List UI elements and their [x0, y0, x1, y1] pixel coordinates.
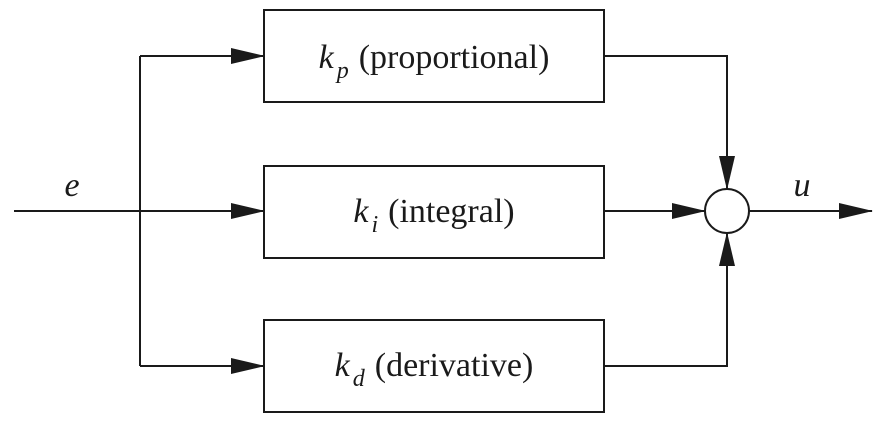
- gain-subscript: i: [371, 212, 378, 238]
- output-signal-label: u: [794, 167, 811, 204]
- gain-subscript: p: [335, 58, 349, 84]
- block-proportional-label: k p (proportional): [319, 39, 550, 84]
- gain-subscript: d: [353, 366, 366, 392]
- block-derivative-label: k d (derivative): [335, 347, 534, 392]
- gain-symbol: k: [353, 193, 369, 230]
- path-derivative-to-sum: [604, 232, 735, 367]
- block-derivative: k d (derivative): [263, 319, 605, 413]
- gain-symbol: k: [335, 347, 351, 384]
- block-integral-label: k i (integral): [353, 193, 514, 238]
- path-proportional-to-sum: [604, 55, 735, 190]
- gain-symbol: k: [319, 39, 335, 76]
- block-integral: k i (integral): [263, 165, 605, 259]
- block-proportional: k p (proportional): [263, 9, 605, 103]
- block-description: (derivative): [375, 347, 534, 384]
- block-description: (integral): [388, 193, 515, 230]
- block-description: (proportional): [359, 39, 550, 76]
- input-signal-label: e: [64, 167, 79, 204]
- summing-junction: [704, 188, 750, 234]
